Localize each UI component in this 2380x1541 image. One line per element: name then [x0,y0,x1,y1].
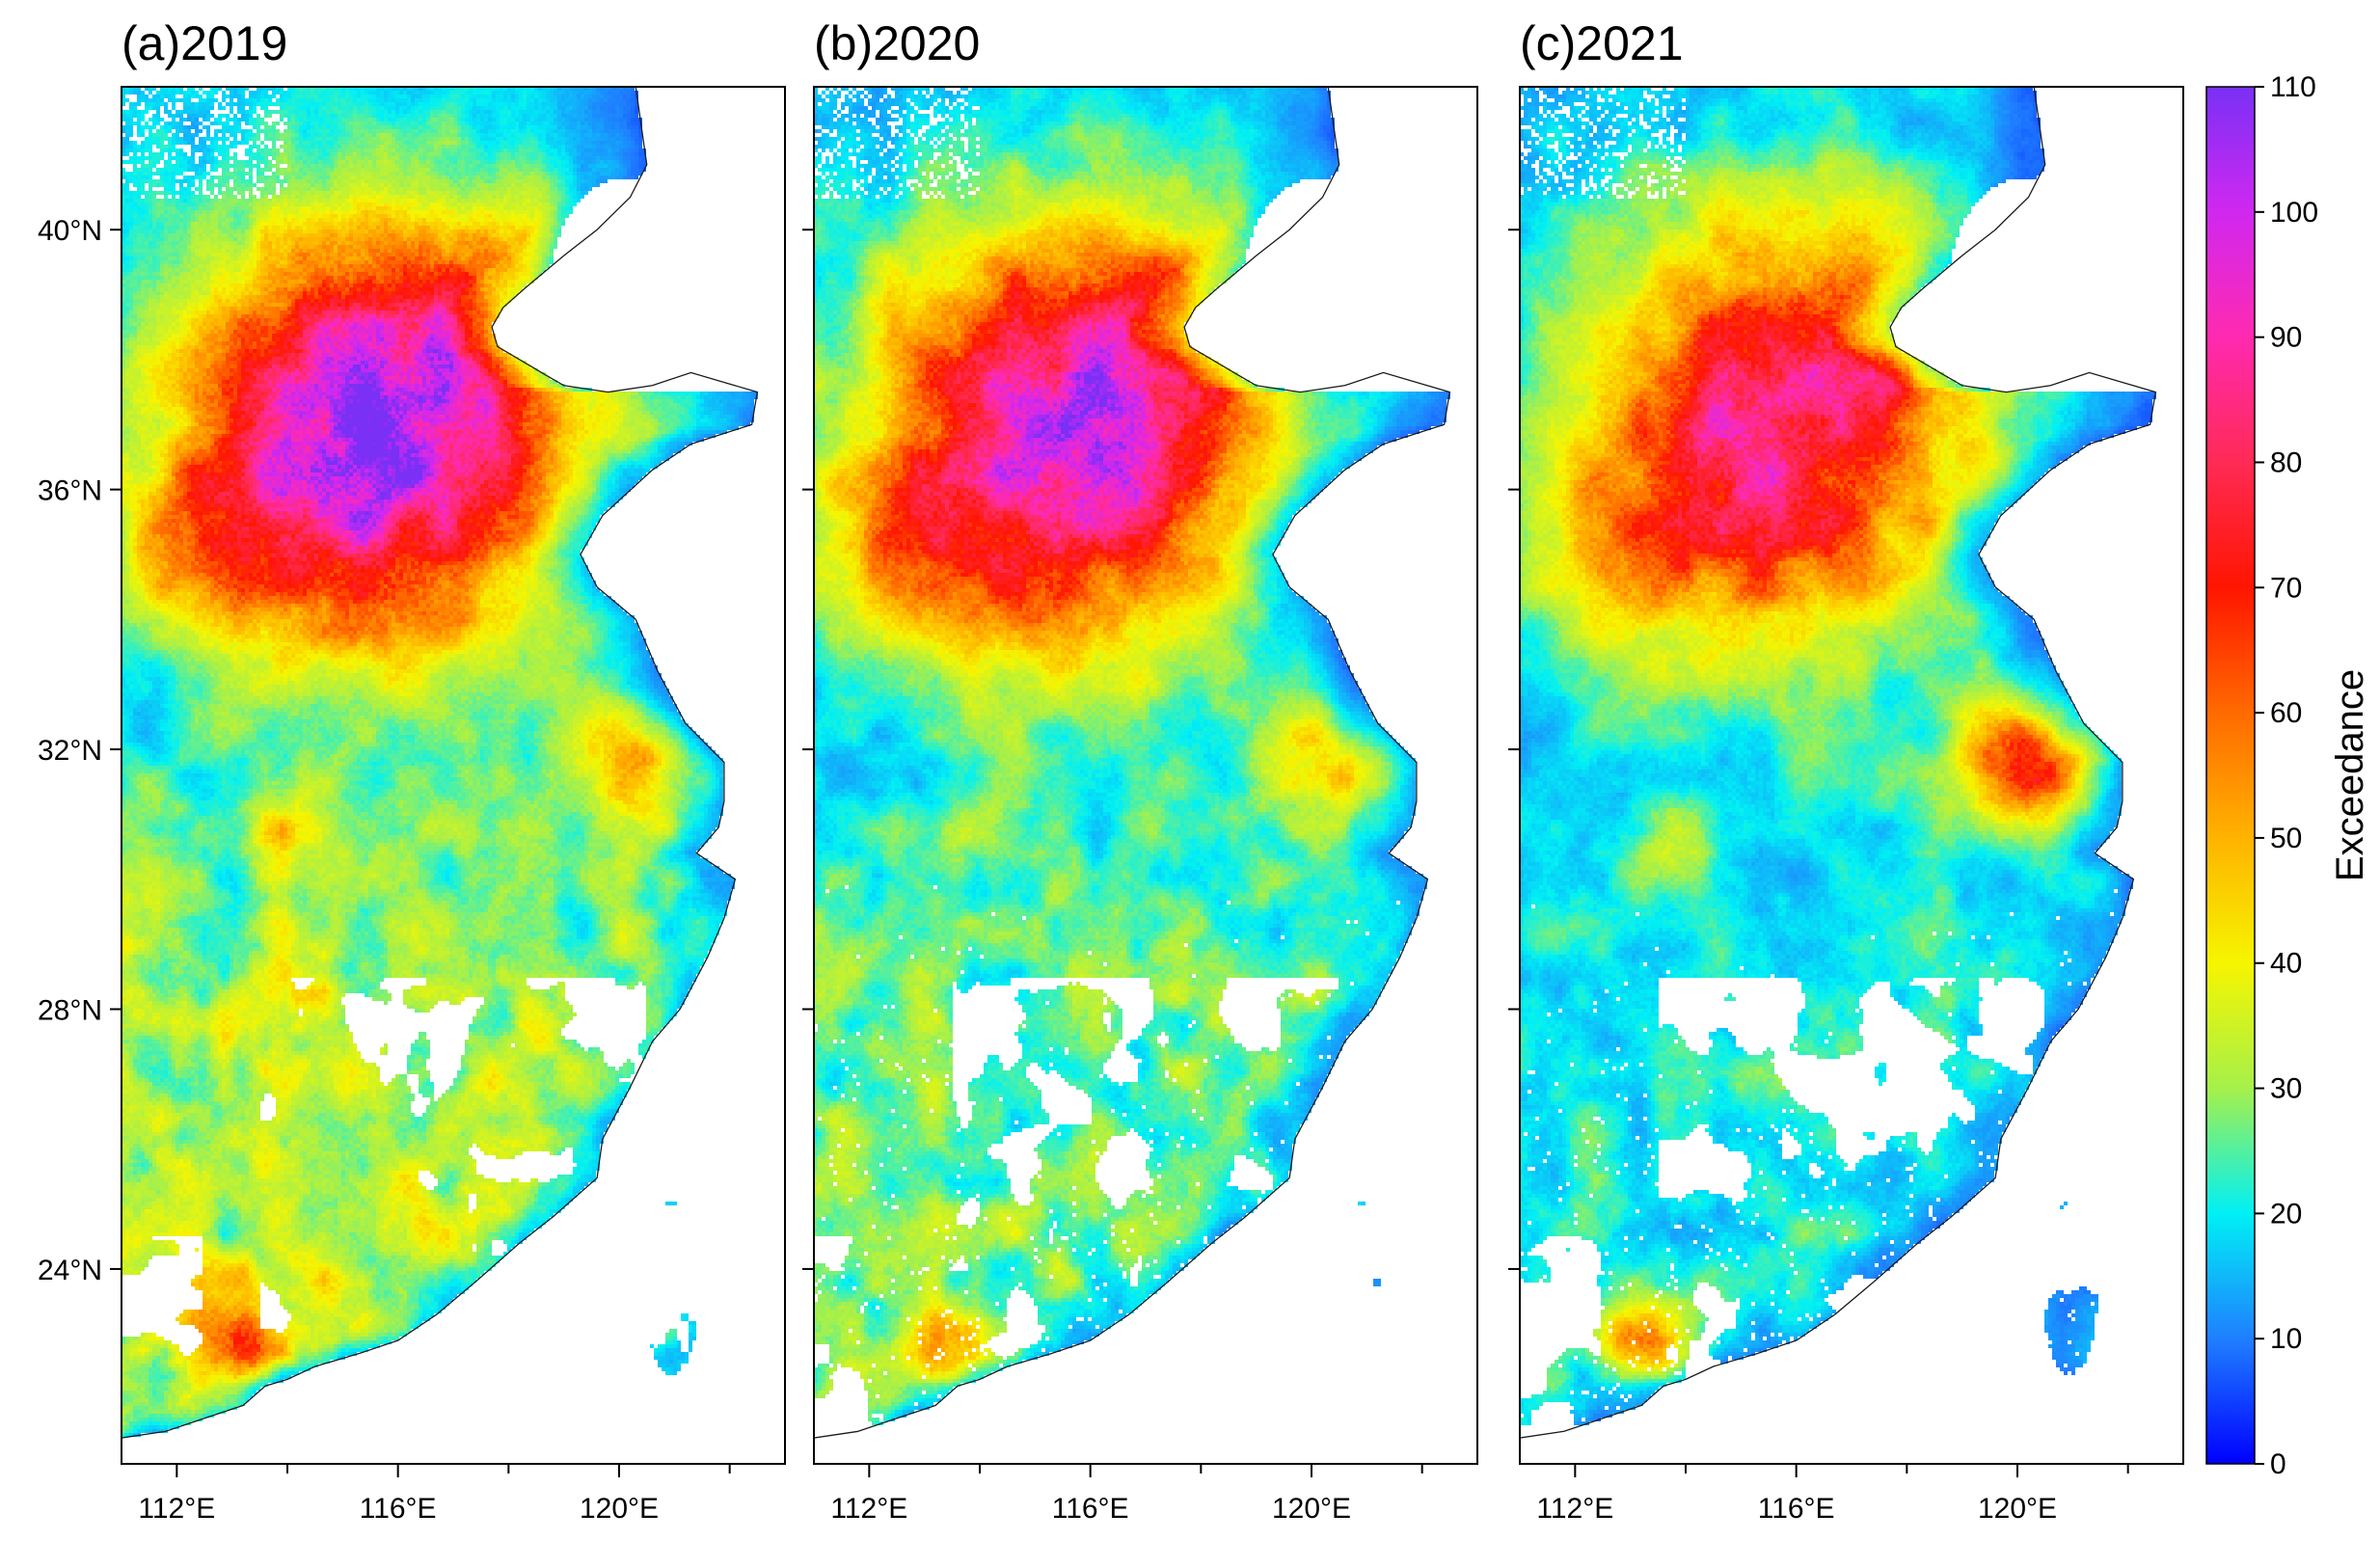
panel-a-title: (a)2019 [122,16,287,70]
x-tick-label: 116°E [1758,1493,1835,1525]
y-tick-label: 36°N [38,475,102,507]
panel-b-frame [813,86,1478,1465]
colorbar-tick-label: 70 [2270,572,2302,604]
panel-c-raster [1520,87,2183,1464]
panel-a-frame [121,86,786,1465]
x-tick-label: 112°E [1536,1493,1613,1525]
panel-c: (c)2021 112°E 116°E 120°E [1508,16,2184,1525]
y-tick-label: 40°N [38,215,102,247]
colorbar-tick-label: 60 [2270,697,2302,729]
colorbar-tick-label: 100 [2270,197,2318,229]
panel-b-raster [814,87,1477,1464]
panel-c-coastline [1519,86,2157,1464]
panel-c-title: (c)2021 [1520,16,1684,70]
panel-b: (b)2020 112°E 116°E 120°E [802,16,1478,1525]
y-tick-label: 32°N [38,735,102,767]
colorbar-label: Exceedance [2329,669,2371,881]
colorbar-tick-label: 80 [2270,446,2302,478]
y-tick-label: 24°N [38,1255,102,1286]
panel-a-axes: 112°E 116°E 120°E 24°N 28°N 32°N 36°N 40°N [38,215,731,1525]
x-tick-label: 116°E [360,1493,437,1525]
panel-b-map [813,86,1477,1464]
panel-a: (a)2019 112°E 116°E 120°E 24°N 28°N 32°N 36°N 4… [38,16,786,1525]
panel-a-raster [122,87,785,1464]
x-tick-label: 120°E [1272,1493,1351,1525]
colorbar-tick-label: 110 [2270,71,2316,103]
colorbar-tick-label: 0 [2270,1448,2286,1480]
panel-c-map [1519,86,2183,1464]
colorbar-tick-label: 30 [2270,1073,2302,1105]
panel-c-axes: 112°E 116°E 120°E [1508,229,2129,1525]
panel-c-frame [1519,86,2184,1465]
colorbar-ticks: 0 10 20 30 40 50 60 70 80 90 100 110 [2255,71,2318,1480]
panel-b-title: (b)2020 [814,16,980,70]
colorbar-tick-label: 10 [2270,1323,2302,1355]
colorbar-tick-label: 40 [2270,948,2302,980]
panel-a-coastline [121,86,759,1464]
x-tick-label: 120°E [1978,1493,2057,1525]
colorbar-gradient [2205,86,2256,1465]
x-tick-label: 112°E [830,1493,907,1525]
colorbar: 0 10 20 30 40 50 60 70 80 90 100 110 Exceedance [2205,71,2371,1480]
colorbar-tick-label: 20 [2270,1198,2302,1230]
panel-a-map [121,86,785,1464]
colorbar-tick-label: 50 [2270,823,2302,854]
x-tick-label: 116°E [1052,1493,1129,1525]
x-tick-label: 112°E [138,1493,215,1525]
colorbar-tick-label: 90 [2270,322,2302,354]
y-tick-label: 28°N [38,994,102,1026]
x-tick-label: 120°E [580,1493,659,1525]
panel-b-coastline [813,86,1451,1464]
panel-b-axes: 112°E 116°E 120°E [802,229,1423,1525]
